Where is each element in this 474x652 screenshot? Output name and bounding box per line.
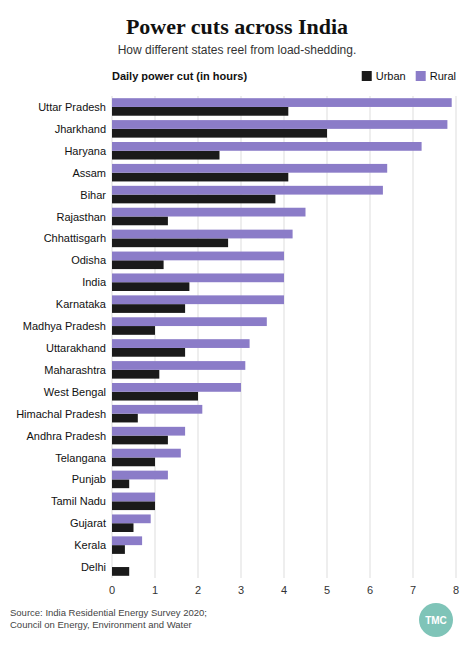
bar — [112, 339, 250, 348]
tick-label: 5 — [324, 584, 330, 596]
x-ticks: 0 1 2 3 4 5 6 7 8 — [109, 584, 459, 596]
source: Source: India Residential Energy Survey … — [10, 607, 207, 630]
grid-line — [413, 96, 414, 578]
grid-line — [456, 96, 457, 578]
bar — [112, 317, 267, 326]
bar — [112, 471, 168, 480]
bar — [112, 458, 155, 467]
bar — [112, 217, 168, 226]
title: Power cuts across India — [126, 14, 348, 39]
category-label: Andhra Pradesh — [27, 430, 107, 442]
background — [0, 0, 474, 652]
bar — [112, 260, 164, 269]
y-ticks: Uttar Pradesh Jharkhand Haryana Assam Bihar R… — [16, 101, 107, 573]
legend-label: Urban — [376, 70, 406, 82]
bar — [112, 326, 155, 335]
bar — [112, 405, 202, 414]
bars — [112, 98, 452, 576]
bar — [112, 120, 447, 129]
tick-label: 1 — [152, 584, 158, 596]
category-label: Jharkhand — [55, 123, 106, 135]
bar — [112, 392, 198, 401]
bar — [112, 523, 134, 532]
logo: TMC — [419, 603, 453, 637]
bar — [112, 348, 185, 357]
bar — [112, 230, 293, 239]
category-label: Assam — [72, 167, 106, 179]
bar — [112, 493, 155, 502]
legend-swatch — [362, 71, 372, 81]
logo-circle — [419, 603, 453, 637]
bar — [112, 238, 228, 247]
category-label: Madhya Pradesh — [23, 320, 106, 332]
axis-label: Daily power cut (in hours) — [112, 70, 247, 82]
tick-label: 7 — [410, 584, 416, 596]
grid — [112, 96, 456, 578]
legend-label: Rural — [430, 70, 456, 82]
bar — [112, 208, 306, 217]
bar — [112, 427, 185, 436]
category-label: Karnataka — [56, 298, 107, 310]
category-label: Odisha — [71, 254, 107, 266]
legend-swatch — [416, 71, 426, 81]
bar — [112, 304, 185, 313]
category-label: Delhi — [81, 561, 106, 573]
bar — [112, 282, 189, 291]
tick-label: 2 — [195, 584, 201, 596]
category-label: Chhattisgarh — [44, 232, 106, 244]
tick-label: 3 — [238, 584, 244, 596]
category-label: Haryana — [64, 145, 106, 157]
bar — [112, 545, 125, 554]
bar — [112, 436, 168, 445]
bar — [112, 273, 284, 282]
bar — [112, 142, 422, 151]
bar — [112, 536, 142, 545]
category-label: Punjab — [72, 473, 106, 485]
category-label: Uttarakhand — [46, 342, 106, 354]
bar — [112, 98, 452, 107]
bar — [112, 252, 284, 261]
bar — [112, 361, 245, 370]
category-label: Himachal Pradesh — [16, 408, 106, 420]
bar — [112, 186, 383, 195]
chart: Power cuts across India How different sta… — [0, 0, 474, 652]
category-label: Uttar Pradesh — [38, 101, 106, 113]
category-label: Rajasthan — [56, 211, 106, 223]
bar — [112, 567, 129, 576]
bar — [112, 195, 275, 204]
tick-label: 8 — [453, 584, 459, 596]
logo-text: TMC — [425, 615, 447, 626]
bar — [112, 173, 288, 182]
subtitle: How different states reel from load-shed… — [118, 43, 357, 57]
bar — [112, 383, 241, 392]
category-label: West Bengal — [44, 386, 106, 398]
bar — [112, 514, 151, 523]
category-label: Kerala — [74, 539, 107, 551]
category-label: India — [82, 276, 107, 288]
bar — [112, 151, 220, 160]
bar — [112, 414, 138, 423]
category-label: Maharashtra — [44, 364, 107, 376]
tick-label: 0 — [109, 584, 115, 596]
legend: Rural Urban — [362, 70, 456, 82]
bar — [112, 501, 155, 510]
category-label: Bihar — [80, 189, 106, 201]
bar — [112, 295, 284, 304]
tick-label: 4 — [281, 584, 287, 596]
bar — [112, 164, 387, 173]
bar — [112, 558, 113, 567]
bar — [112, 449, 181, 458]
bar — [112, 370, 159, 379]
bar — [112, 129, 327, 138]
bar — [112, 479, 129, 488]
category-label: Telangana — [55, 452, 107, 464]
category-label: Tamil Nadu — [51, 495, 106, 507]
tick-label: 6 — [367, 584, 373, 596]
category-label: Gujarat — [70, 517, 106, 529]
bar — [112, 107, 288, 116]
